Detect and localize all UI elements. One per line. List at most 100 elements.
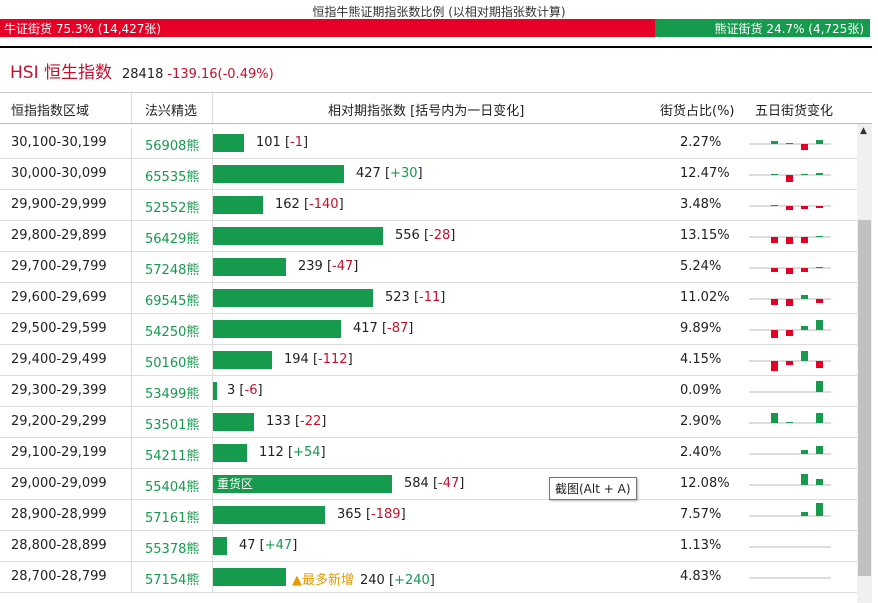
trend-bar — [771, 330, 778, 338]
count-change: -6 — [244, 383, 258, 398]
bull-share-segment: 牛证街货 75.3% (14,427张) — [0, 19, 656, 37]
count-bar — [213, 444, 247, 462]
share-cell: 0.09% — [680, 383, 722, 398]
count-bar — [213, 351, 272, 369]
warrant-code-link[interactable]: 54211熊 — [145, 449, 200, 464]
table-row[interactable]: 28,700-28,799 57154熊 ▲最多新增 240 [+240] 4.8… — [0, 562, 857, 593]
trend-bar — [816, 503, 823, 516]
count-cell: 162 [-140] — [275, 197, 344, 212]
count-cell: 194 [-112] — [284, 352, 353, 367]
table-row[interactable]: 30,100-30,199 56908熊 101 [-1] 2.27% — [0, 128, 857, 159]
trend-bar — [816, 479, 823, 485]
count-value: 240 — [360, 573, 385, 588]
count-value: 523 — [385, 290, 410, 305]
range-cell: 29,500-29,599 — [11, 321, 107, 336]
col-pick-header[interactable]: 法兴精选 — [145, 104, 198, 119]
new-tag: ▲最多新增 — [292, 573, 354, 588]
warrant-code-link[interactable]: 53501熊 — [145, 418, 200, 433]
count-cell: 239 [-47] — [298, 259, 359, 274]
share-cell: 9.89% — [680, 321, 722, 336]
count-value: 47 — [239, 538, 256, 553]
divider — [0, 46, 872, 48]
trend-bar — [801, 351, 808, 361]
col-share-header[interactable]: 街货占比(%) — [660, 104, 735, 119]
table-row[interactable]: 28,900-28,999 57161熊 365 [-189] 7.57% — [0, 500, 857, 531]
count-value: 556 — [395, 228, 420, 243]
count-change: -189 — [371, 507, 401, 522]
count-bar — [213, 506, 325, 524]
divider — [212, 93, 213, 123]
table-row[interactable]: 29,500-29,599 54250熊 417 [-87] 9.89% — [0, 314, 857, 345]
warrant-code-link[interactable]: 56429熊 — [145, 232, 200, 247]
trend-bar — [816, 140, 823, 144]
trend-bar — [816, 381, 823, 392]
trend-bar — [771, 174, 778, 175]
scrollbar-thumb[interactable] — [858, 220, 871, 576]
divider — [131, 376, 132, 406]
share-cell: 13.15% — [680, 228, 730, 243]
count-change: -140 — [309, 197, 339, 212]
warrant-code-link[interactable]: 55378熊 — [145, 542, 200, 557]
vertical-scrollbar[interactable]: ▲ — [857, 124, 872, 603]
table-row[interactable]: 29,400-29,499 50160熊 194 [-112] 4.15% — [0, 345, 857, 376]
divider — [131, 562, 132, 592]
warrant-code-link[interactable]: 55404熊 — [145, 480, 200, 495]
col-range-header[interactable]: 恒指指数区域 — [11, 104, 90, 119]
count-change: -87 — [387, 321, 409, 336]
warrant-code-link[interactable]: 57161熊 — [145, 511, 200, 526]
five-day-trend-sparkbars — [749, 351, 831, 371]
trend-bar — [786, 237, 793, 244]
trend-bar — [771, 361, 778, 371]
trend-bar — [816, 299, 823, 303]
count-value: 239 — [298, 259, 323, 274]
warrant-code-link[interactable]: 57154熊 — [145, 573, 200, 588]
scroll-up-arrow-icon[interactable]: ▲ — [860, 126, 867, 136]
warrant-code-link[interactable]: 52552熊 — [145, 201, 200, 216]
table-row[interactable]: 29,200-29,299 53501熊 133 [-22] 2.90% — [0, 407, 857, 438]
count-bar — [213, 413, 254, 431]
table-row[interactable]: 29,100-29,199 54211熊 112 [+54] 2.40% — [0, 438, 857, 469]
five-day-trend-sparkbars — [749, 320, 831, 338]
range-cell: 29,600-29,699 — [11, 290, 107, 305]
count-bar — [213, 289, 373, 307]
warrant-code-link[interactable]: 56908熊 — [145, 139, 200, 154]
table-row[interactable]: 29,300-29,399 53499熊 3 [-6] 0.09% — [0, 376, 857, 407]
screenshot-tooltip: 截图(Alt + A) — [549, 477, 637, 500]
count-change: +47 — [264, 538, 293, 553]
divider — [212, 407, 213, 437]
trend-bar — [771, 268, 778, 272]
table-row[interactable]: 30,000-30,099 65535熊 427 [+30] 12.47% — [0, 159, 857, 190]
warrant-code-link[interactable]: 54250熊 — [145, 325, 200, 340]
trend-bar — [816, 236, 823, 237]
trend-bar — [786, 175, 793, 182]
count-value: 101 — [256, 135, 281, 150]
warrant-code-link[interactable]: 50160熊 — [145, 356, 200, 371]
five-day-trend-sparkbars — [749, 474, 831, 486]
table-row[interactable]: 29,700-29,799 57248熊 239 [-47] 5.24% — [0, 252, 857, 283]
five-day-trend-sparkbars — [749, 140, 831, 150]
table-row[interactable]: 29,000-29,099 55404熊 重货区 584 [-47] 12.08… — [0, 469, 857, 500]
table-row[interactable]: 29,600-29,699 69545熊 523 [-11] 11.02% — [0, 283, 857, 314]
count-bar — [213, 196, 263, 214]
trend-bar — [786, 143, 793, 144]
warrant-code-link[interactable]: 57248熊 — [145, 263, 200, 278]
count-change: -1 — [290, 135, 304, 150]
table-row[interactable]: 28,800-28,899 55378熊 47 [+47] 1.13% — [0, 531, 857, 562]
divider — [212, 345, 213, 375]
divider — [131, 128, 132, 158]
trend-bar — [801, 512, 808, 516]
share-cell: 1.13% — [680, 538, 722, 553]
divider — [131, 93, 132, 123]
table-row[interactable]: 29,900-29,999 52552熊 162 [-140] 3.48% — [0, 190, 857, 221]
count-value: 3 — [227, 383, 236, 398]
ratio-caption: 恒指牛熊证期指张数比例 (以相对期指张数计算) — [312, 5, 566, 19]
warrant-code-link[interactable]: 65535熊 — [145, 170, 200, 185]
index-name[interactable]: HSI 恒生指数 — [10, 63, 112, 83]
warrant-code-link[interactable]: 53499熊 — [145, 387, 200, 402]
col-count-header[interactable]: 相对期指张数 [括号内为一日变化] — [328, 104, 525, 119]
table-row[interactable]: 29,800-29,899 56429熊 556 [-28] 13.15% — [0, 221, 857, 252]
trend-bar — [771, 205, 778, 206]
count-bar — [213, 568, 286, 586]
warrant-code-link[interactable]: 69545熊 — [145, 294, 200, 309]
range-cell: 29,200-29,299 — [11, 414, 107, 429]
